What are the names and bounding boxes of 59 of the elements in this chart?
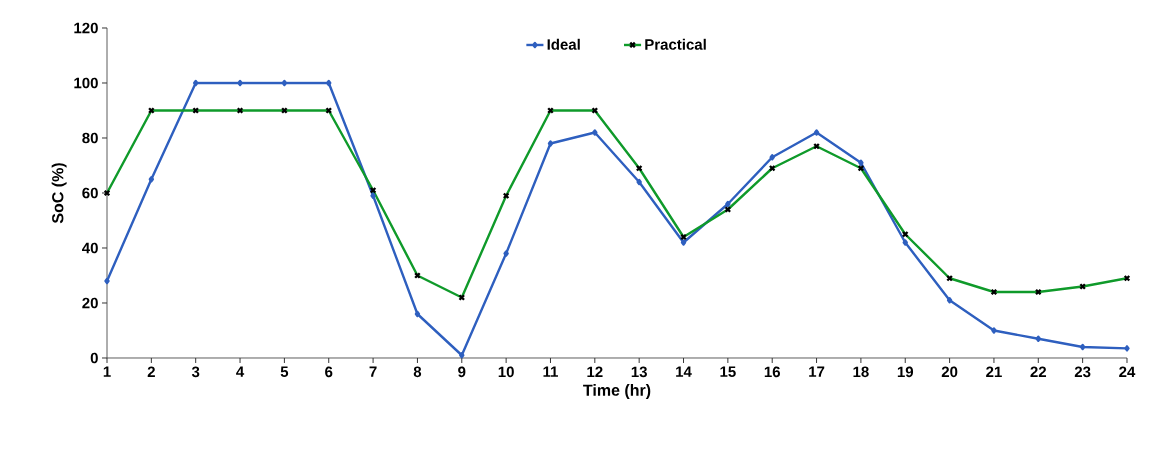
x-tick-label: 22 [1030,366,1047,378]
point [991,327,997,334]
x-tick-label: 18 [853,366,869,378]
point [281,79,288,87]
point [1035,335,1041,342]
y-axis-title: SoC (%) [51,163,67,224]
point [104,277,110,285]
x-tick-label: 16 [764,366,780,378]
x-tick-label: 7 [369,366,377,377]
point [148,176,155,183]
point [813,129,820,136]
x-tick-label: 5 [280,366,289,377]
point [503,250,509,257]
point [946,297,953,304]
y-tick-label: 80 [82,132,98,144]
point [636,178,642,186]
point [370,192,376,199]
x-tick-label: 8 [413,366,422,378]
legend-label: Ideal [547,38,580,50]
x-tick-label: 1 [103,366,111,377]
x-tick-label: 19 [897,366,914,378]
x-tick-label: 3 [191,366,200,378]
x-tick-label: 6 [325,366,333,378]
point [1124,345,1130,352]
point [592,129,598,136]
x-tick-label: 20 [941,366,958,378]
x-tick-label: 9 [458,366,466,378]
y-tick-label: 40 [82,242,98,254]
x-tick-label: 10 [498,366,514,378]
x-tick-label: 11 [543,366,558,377]
point [459,352,465,359]
x-tick-label: 4 [236,366,245,377]
point [902,239,908,246]
legend-label: Practical [645,38,706,50]
point [858,159,864,166]
point [680,239,687,246]
point [326,79,332,87]
x-tick-label: 21 [986,366,1002,378]
point [547,140,554,147]
point [769,154,775,161]
x-tick-label: 14 [676,366,692,377]
x-tick-label: 13 [631,366,647,378]
x-tick-label: 24 [1119,366,1136,378]
point [1079,343,1086,351]
y-tick-label: 100 [74,77,98,89]
x-axis-title: Time (hr) [583,384,651,399]
point [414,310,421,318]
x-tick-label: 17 [809,366,825,377]
y-tick-label: 60 [82,187,98,199]
point [193,79,199,87]
x-tick-label: 12 [587,366,603,378]
point [725,200,731,208]
y-tick-label: 0 [90,352,98,364]
y-tick-label: 120 [74,22,98,34]
y-tick-label: 20 [82,297,98,309]
x-tick-label: 15 [720,366,736,377]
x-tick-label: 2 [147,366,155,378]
x-tick-label: 23 [1074,366,1091,378]
point [237,79,243,87]
